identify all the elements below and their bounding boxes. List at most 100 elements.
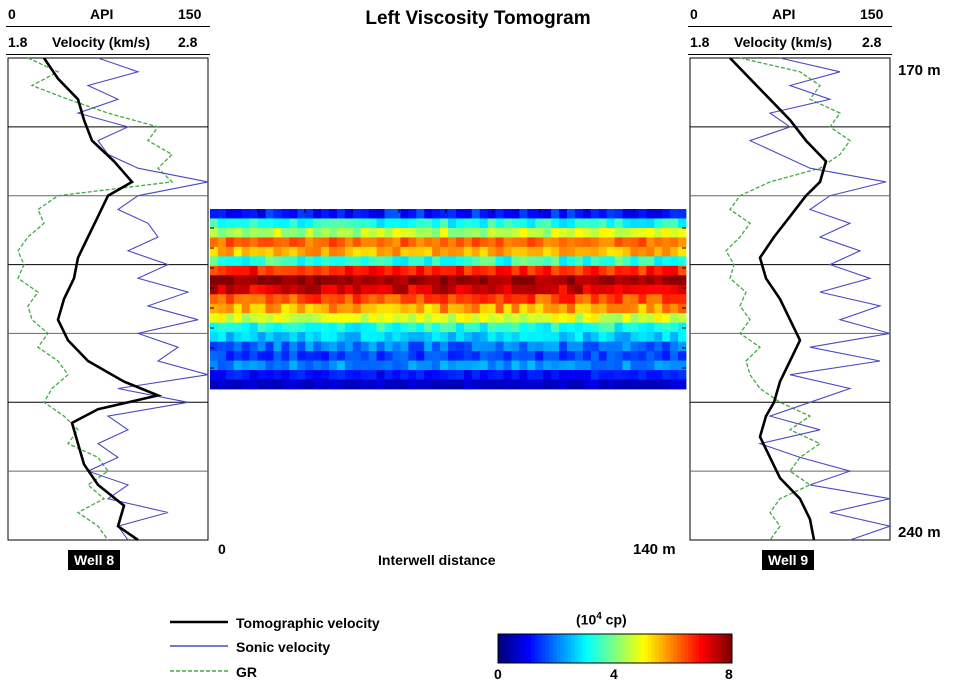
heatmap-cell — [392, 265, 401, 276]
heatmap-cell — [646, 256, 655, 267]
heatmap-cell — [535, 351, 544, 361]
heatmap-cell — [670, 370, 679, 380]
heatmap-cell — [527, 332, 536, 343]
heatmap-cell — [622, 284, 631, 295]
heatmap-cell — [574, 218, 584, 229]
heatmap-cell — [217, 313, 227, 324]
heatmap-cell — [646, 284, 655, 295]
heatmap-cell — [368, 246, 377, 257]
heatmap-cell — [352, 246, 362, 257]
heatmap-cell — [503, 294, 512, 305]
heatmap-cell — [662, 322, 671, 333]
velocity-axis-line-well-8 — [6, 54, 210, 55]
heatmap-cell — [368, 313, 377, 324]
heatmap-cell — [487, 370, 496, 380]
heatmap-cell — [241, 227, 251, 238]
heatmap-cell — [321, 351, 330, 361]
heatmap-cell — [622, 275, 631, 286]
heatmap-cell — [281, 379, 290, 390]
heatmap-cell — [416, 218, 425, 229]
heatmap-cell — [400, 209, 409, 219]
depth-top-label: 170 m — [898, 62, 941, 79]
heatmap-cell — [559, 370, 568, 380]
heatmap-cell — [257, 256, 266, 267]
heatmap-cell — [503, 256, 512, 267]
heatmap-cell — [543, 294, 552, 305]
heatmap-cell — [638, 322, 647, 333]
heatmap-cell — [241, 256, 251, 267]
heatmap-cell — [606, 218, 615, 229]
heatmap-cell — [479, 313, 489, 324]
heatmap-cell — [281, 322, 290, 333]
heatmap-cell — [400, 256, 409, 267]
heatmap-cell — [463, 313, 473, 324]
heatmap-cell — [638, 351, 647, 361]
api-axis-line-well-8 — [6, 26, 210, 27]
heatmap-cell — [225, 256, 235, 267]
heatmap-cell — [265, 265, 274, 276]
heatmap-cell — [471, 313, 481, 324]
heatmap-cell — [424, 284, 433, 295]
heatmap-cell — [313, 322, 322, 333]
heatmap-cell — [368, 341, 377, 352]
heatmap-cell — [590, 237, 600, 248]
heatmap-cell — [257, 218, 266, 229]
heatmap-cell — [543, 379, 552, 390]
heatmap-cell — [527, 284, 536, 295]
heatmap-cell — [265, 246, 274, 257]
colorbar-tick-max: 8 — [725, 666, 733, 682]
heatmap-cell — [344, 303, 354, 314]
heatmap-cell — [543, 246, 552, 257]
heatmap-cell — [567, 209, 576, 219]
heatmap-cell — [210, 370, 219, 380]
heatmap-cell — [479, 246, 489, 257]
heatmap-cell — [448, 351, 457, 361]
heatmap-cell — [662, 351, 671, 361]
heatmap-cell — [598, 265, 608, 276]
heatmap-cell — [662, 341, 671, 352]
heatmap-cell — [400, 227, 409, 238]
heatmap-cell — [606, 313, 615, 324]
heatmap-cell — [384, 351, 393, 361]
heatmap-cell — [305, 227, 314, 238]
heatmap-cell — [329, 256, 338, 267]
heatmap-cell — [448, 360, 457, 371]
legend-label-tomographic-velocity: Tomographic velocity — [236, 615, 380, 631]
heatmap-cell — [606, 341, 615, 352]
heatmap-cell — [432, 246, 441, 257]
heatmap-cell — [646, 313, 655, 324]
heatmap-cell — [210, 341, 219, 352]
heatmap-cell — [495, 265, 504, 276]
heatmap-cell — [527, 237, 536, 248]
heatmap-cell — [519, 256, 528, 267]
heatmap-cell — [622, 379, 631, 390]
heatmap-cell — [678, 246, 687, 257]
heatmap-cell — [543, 265, 552, 276]
heatmap-cell — [527, 313, 536, 324]
heatmap-cell — [519, 351, 528, 361]
heatmap-cell — [479, 265, 489, 276]
heatmap-cell — [392, 246, 401, 257]
heatmap-cell — [384, 332, 393, 343]
heatmap-cell — [321, 227, 330, 238]
heatmap-cell — [519, 360, 528, 371]
heatmap-cell — [281, 284, 290, 295]
heatmap-cell — [471, 370, 481, 380]
heatmap-cell — [670, 237, 679, 248]
heatmap-cell — [678, 294, 687, 305]
heatmap-cell — [463, 332, 473, 343]
heatmap-cell — [376, 209, 385, 219]
heatmap-cell — [567, 265, 576, 276]
heatmap-cell — [543, 256, 552, 267]
heatmap-cell — [336, 284, 346, 295]
heatmap-cell — [233, 218, 243, 229]
heatmap-cell — [630, 303, 639, 314]
heatmap-cell — [622, 227, 631, 238]
heatmap-cell — [535, 313, 544, 324]
heatmap-cell — [265, 341, 274, 352]
heatmap-cell — [336, 379, 346, 390]
heatmap-cell — [535, 360, 544, 371]
heatmap-cell — [654, 265, 663, 276]
heatmap-cell — [416, 313, 425, 324]
heatmap-cell — [408, 256, 417, 267]
